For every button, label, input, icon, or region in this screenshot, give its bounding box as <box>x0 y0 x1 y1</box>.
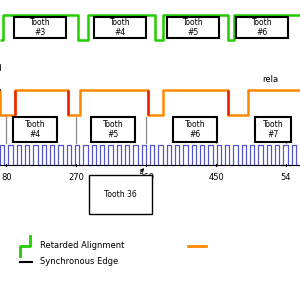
Text: Tooth 36: Tooth 36 <box>104 169 143 199</box>
FancyBboxPatch shape <box>94 17 146 38</box>
FancyBboxPatch shape <box>13 117 57 142</box>
Text: 80: 80 <box>1 173 11 182</box>
FancyBboxPatch shape <box>14 17 66 38</box>
Text: Tooth
#7: Tooth #7 <box>263 120 283 139</box>
FancyBboxPatch shape <box>255 117 291 142</box>
Text: Tooth
#4: Tooth #4 <box>110 18 130 37</box>
Text: 270: 270 <box>68 173 84 182</box>
Text: Tooth
#3: Tooth #3 <box>30 18 50 37</box>
FancyBboxPatch shape <box>173 117 217 142</box>
Text: Tooth
#5: Tooth #5 <box>103 120 123 139</box>
Text: Tooth
#6: Tooth #6 <box>185 120 205 139</box>
Text: Synchronous Edge: Synchronous Edge <box>40 257 118 266</box>
Text: Tooth
#5: Tooth #5 <box>183 18 203 37</box>
FancyBboxPatch shape <box>91 117 135 142</box>
Text: 54: 54 <box>281 173 291 182</box>
FancyBboxPatch shape <box>236 17 288 38</box>
Text: Tooth
#4: Tooth #4 <box>25 120 45 139</box>
FancyBboxPatch shape <box>167 17 219 38</box>
Text: Retarded Alignment: Retarded Alignment <box>40 242 124 250</box>
Text: 450: 450 <box>208 173 224 182</box>
Text: Tooth
#6: Tooth #6 <box>252 18 272 37</box>
Text: rela: rela <box>262 76 278 85</box>
Text: 360: 360 <box>138 173 154 182</box>
